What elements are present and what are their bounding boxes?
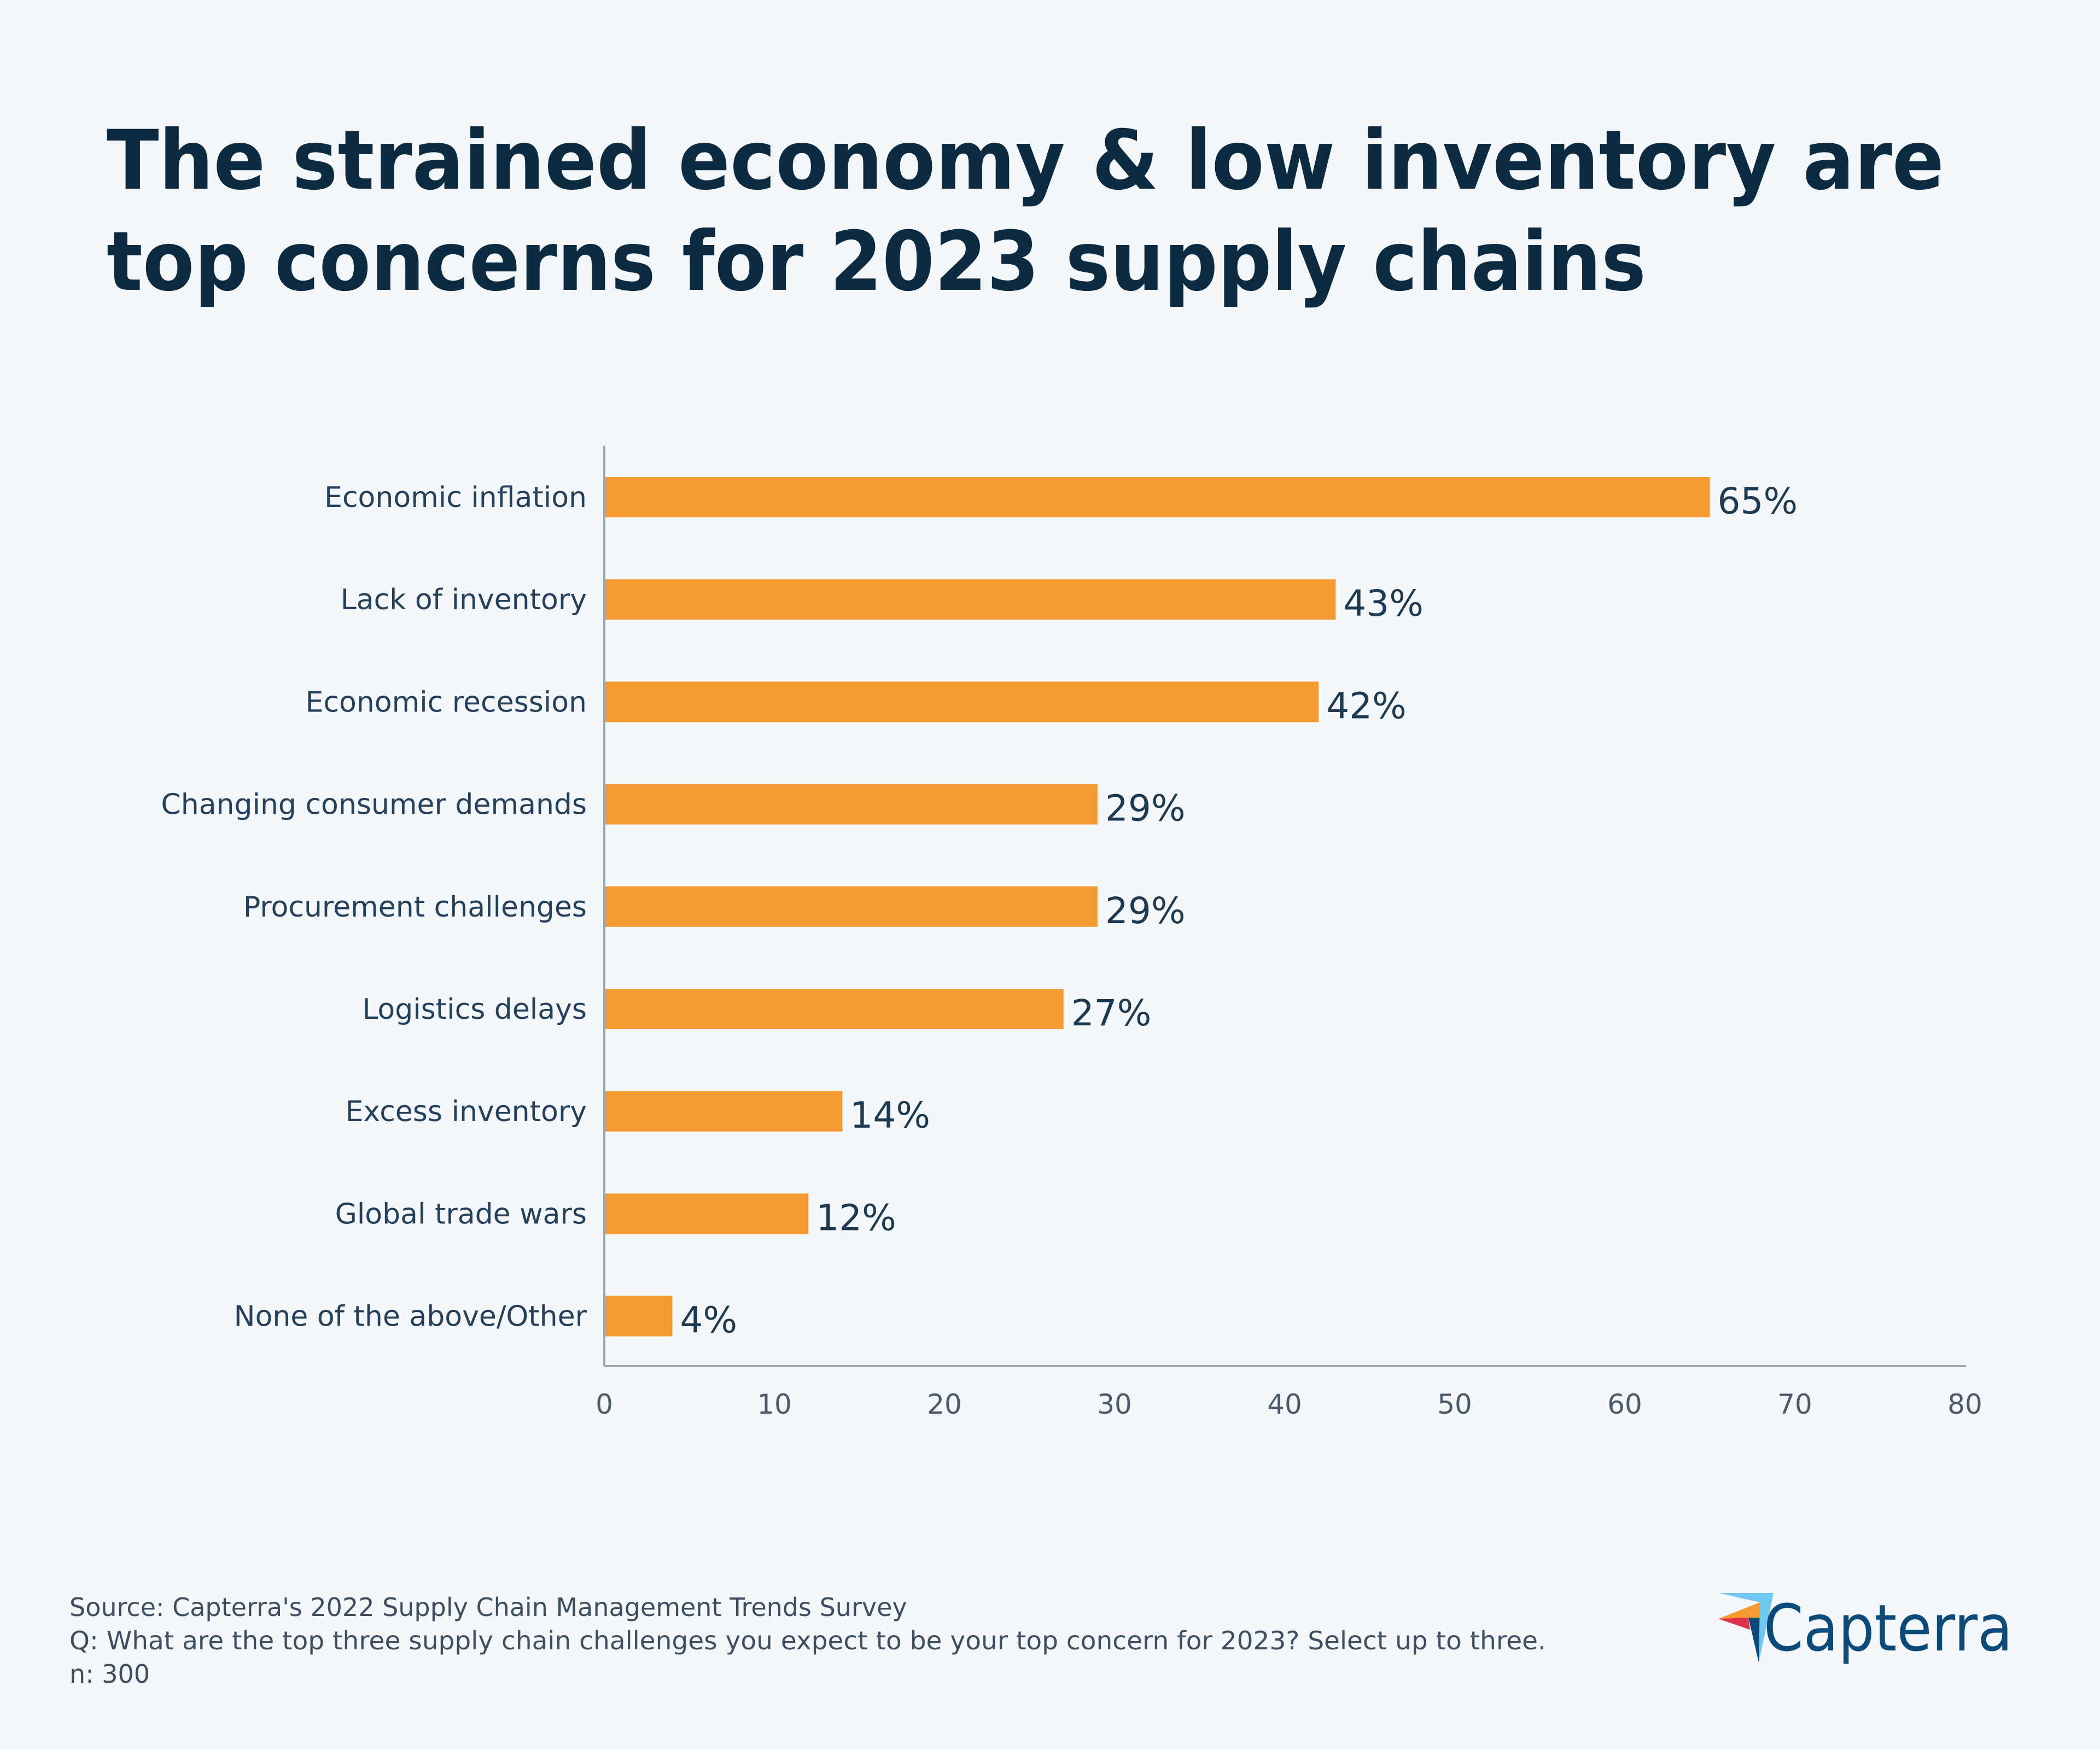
category-label: Procurement challenges bbox=[243, 891, 587, 924]
bar bbox=[605, 886, 1098, 927]
capterra-arrow-icon bbox=[1718, 1593, 1774, 1662]
x-tick-label: 80 bbox=[1947, 1389, 1982, 1420]
footer-question: Q: What are the top three supply chain c… bbox=[69, 1626, 1546, 1655]
category-label: Economic recession bbox=[306, 686, 587, 719]
bar bbox=[605, 477, 1710, 517]
bar bbox=[605, 1091, 843, 1132]
bar bbox=[605, 681, 1319, 722]
x-tick-label: 50 bbox=[1437, 1389, 1472, 1420]
bars-group: Economic inflation 65% Lack of inventory 43… bbox=[161, 477, 1798, 1341]
capterra-logo-text: Capterra bbox=[1764, 1590, 2012, 1666]
footer-source: Source: Capterra's 2022 Supply Chain Man… bbox=[69, 1592, 907, 1622]
footer-n: n: 300 bbox=[69, 1659, 150, 1689]
bar bbox=[605, 989, 1064, 1029]
category-label: Economic inflation bbox=[324, 481, 587, 514]
data-label: 14% bbox=[850, 1094, 930, 1136]
capterra-logo: Capterra bbox=[1718, 1590, 2012, 1666]
data-label: 27% bbox=[1071, 992, 1152, 1034]
category-label: Global trade wars bbox=[335, 1198, 587, 1230]
data-label: 65% bbox=[1718, 480, 1798, 522]
category-label: Changing consumer demands bbox=[161, 789, 587, 821]
data-label: 29% bbox=[1105, 788, 1186, 830]
x-tick-label: 60 bbox=[1607, 1389, 1642, 1420]
data-label: 12% bbox=[816, 1197, 896, 1239]
bar bbox=[605, 784, 1098, 825]
category-label: Excess inventory bbox=[346, 1095, 587, 1128]
category-label: Logistics delays bbox=[362, 993, 587, 1026]
chart-title-line-2: top concerns for 2023 supply chains bbox=[107, 214, 1646, 310]
category-label: None of the above/Other bbox=[234, 1300, 587, 1333]
data-label: 29% bbox=[1105, 890, 1186, 932]
x-tick-label: 10 bbox=[757, 1389, 792, 1420]
bar bbox=[605, 1296, 673, 1337]
bar bbox=[605, 579, 1336, 620]
data-label: 43% bbox=[1343, 582, 1424, 625]
bar bbox=[605, 1193, 809, 1234]
x-tick-label: 30 bbox=[1097, 1389, 1132, 1420]
x-tick-label: 70 bbox=[1777, 1389, 1812, 1420]
x-tick-label: 40 bbox=[1267, 1389, 1302, 1420]
data-label: 4% bbox=[680, 1299, 737, 1341]
x-tick-label: 20 bbox=[927, 1389, 962, 1420]
data-label: 42% bbox=[1326, 685, 1407, 727]
x-tick-label: 0 bbox=[596, 1389, 613, 1420]
x-axis-ticks: 0 10 20 30 40 50 60 70 80 bbox=[596, 1389, 1982, 1420]
category-label: Lack of inventory bbox=[341, 584, 587, 616]
chart-title-line-1: The strained economy & low inventory are bbox=[107, 113, 1944, 208]
